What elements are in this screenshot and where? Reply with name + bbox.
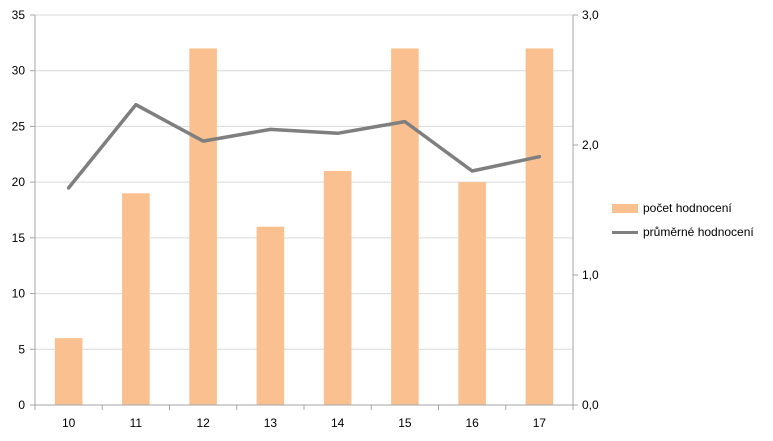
axes	[30, 14, 578, 410]
bar	[323, 171, 352, 405]
x-axis-tick-label: 17	[533, 416, 547, 430]
x-axis-tick-label: 10	[62, 416, 76, 430]
left-axis-tick-label: 10	[12, 287, 26, 301]
gridlines	[35, 14, 573, 350]
legend-label-bar-series: počet hodnocení	[643, 201, 732, 215]
right-axis-tick-label: 2,0	[582, 138, 599, 152]
right-axis-tick-label: 3,0	[582, 8, 599, 22]
right-axis-tick-label: 0,0	[582, 398, 599, 412]
left-axis-tick-label: 5	[18, 342, 25, 356]
bar	[54, 338, 83, 405]
bar	[256, 226, 285, 405]
legend-label-line-series: průměrné hodnocení	[643, 225, 754, 239]
legend-swatch-line	[612, 230, 638, 234]
left-axis-tick-label: 35	[12, 8, 26, 22]
legend-item-bar-series: počet hodnocení	[612, 198, 767, 218]
left-axis-tick-label: 15	[12, 231, 26, 245]
x-axis-tick-label: 12	[196, 416, 210, 430]
bar	[458, 182, 486, 405]
bar-series	[54, 48, 554, 406]
x-axis-ticks: 10 11 12 13 14 15 16 17	[62, 416, 546, 430]
left-axis-tick-label: 20	[12, 175, 26, 189]
left-axis-tick-label: 0	[18, 398, 25, 412]
legend-item-line-series: průměrné hodnocení	[612, 222, 767, 242]
average-rating-line	[66, 102, 542, 190]
right-axis-tick-label: 1,0	[582, 268, 599, 282]
bar	[391, 48, 419, 406]
right-axis-ticks: 0,0 1,0 2,0 3,0	[582, 8, 599, 412]
legend: počet hodnocení průměrné hodnocení	[612, 198, 767, 246]
left-axis-tick-label: 30	[12, 64, 26, 78]
x-axis-tick-label: 15	[398, 416, 412, 430]
x-axis-tick-label: 16	[465, 416, 479, 430]
legend-swatch-bar	[612, 203, 638, 213]
bar	[122, 193, 150, 405]
x-axis-tick-label: 14	[331, 416, 345, 430]
line-series	[66, 102, 542, 190]
x-axis-tick-label: 13	[264, 416, 278, 430]
left-axis-tick-label: 25	[12, 119, 26, 133]
bar	[525, 48, 554, 406]
x-axis-tick-label: 11	[130, 416, 143, 430]
left-axis-ticks: 0 5 10 15 20 25 30 35	[12, 8, 26, 412]
bar	[189, 48, 217, 406]
